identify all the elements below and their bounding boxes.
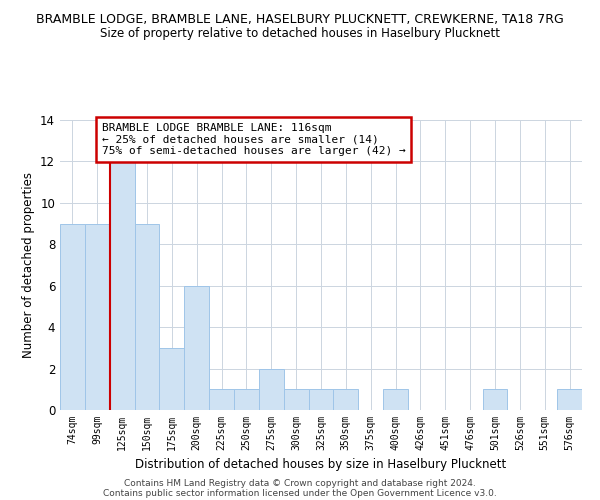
- Text: BRAMBLE LODGE, BRAMBLE LANE, HASELBURY PLUCKNETT, CREWKERNE, TA18 7RG: BRAMBLE LODGE, BRAMBLE LANE, HASELBURY P…: [36, 12, 564, 26]
- Bar: [110, 162, 134, 410]
- Bar: [209, 390, 234, 410]
- Bar: [482, 390, 508, 410]
- Y-axis label: Number of detached properties: Number of detached properties: [22, 172, 35, 358]
- Bar: [234, 390, 259, 410]
- Bar: [383, 390, 408, 410]
- Bar: [259, 368, 284, 410]
- Text: Size of property relative to detached houses in Haselbury Plucknett: Size of property relative to detached ho…: [100, 28, 500, 40]
- Bar: [85, 224, 110, 410]
- X-axis label: Distribution of detached houses by size in Haselbury Plucknett: Distribution of detached houses by size …: [136, 458, 506, 471]
- Bar: [308, 390, 334, 410]
- Bar: [184, 286, 209, 410]
- Bar: [334, 390, 358, 410]
- Bar: [134, 224, 160, 410]
- Text: Contains HM Land Registry data © Crown copyright and database right 2024.: Contains HM Land Registry data © Crown c…: [124, 478, 476, 488]
- Bar: [557, 390, 582, 410]
- Bar: [284, 390, 308, 410]
- Bar: [160, 348, 184, 410]
- Text: Contains public sector information licensed under the Open Government Licence v3: Contains public sector information licen…: [103, 488, 497, 498]
- Bar: [60, 224, 85, 410]
- Text: BRAMBLE LODGE BRAMBLE LANE: 116sqm
← 25% of detached houses are smaller (14)
75%: BRAMBLE LODGE BRAMBLE LANE: 116sqm ← 25%…: [102, 123, 406, 156]
